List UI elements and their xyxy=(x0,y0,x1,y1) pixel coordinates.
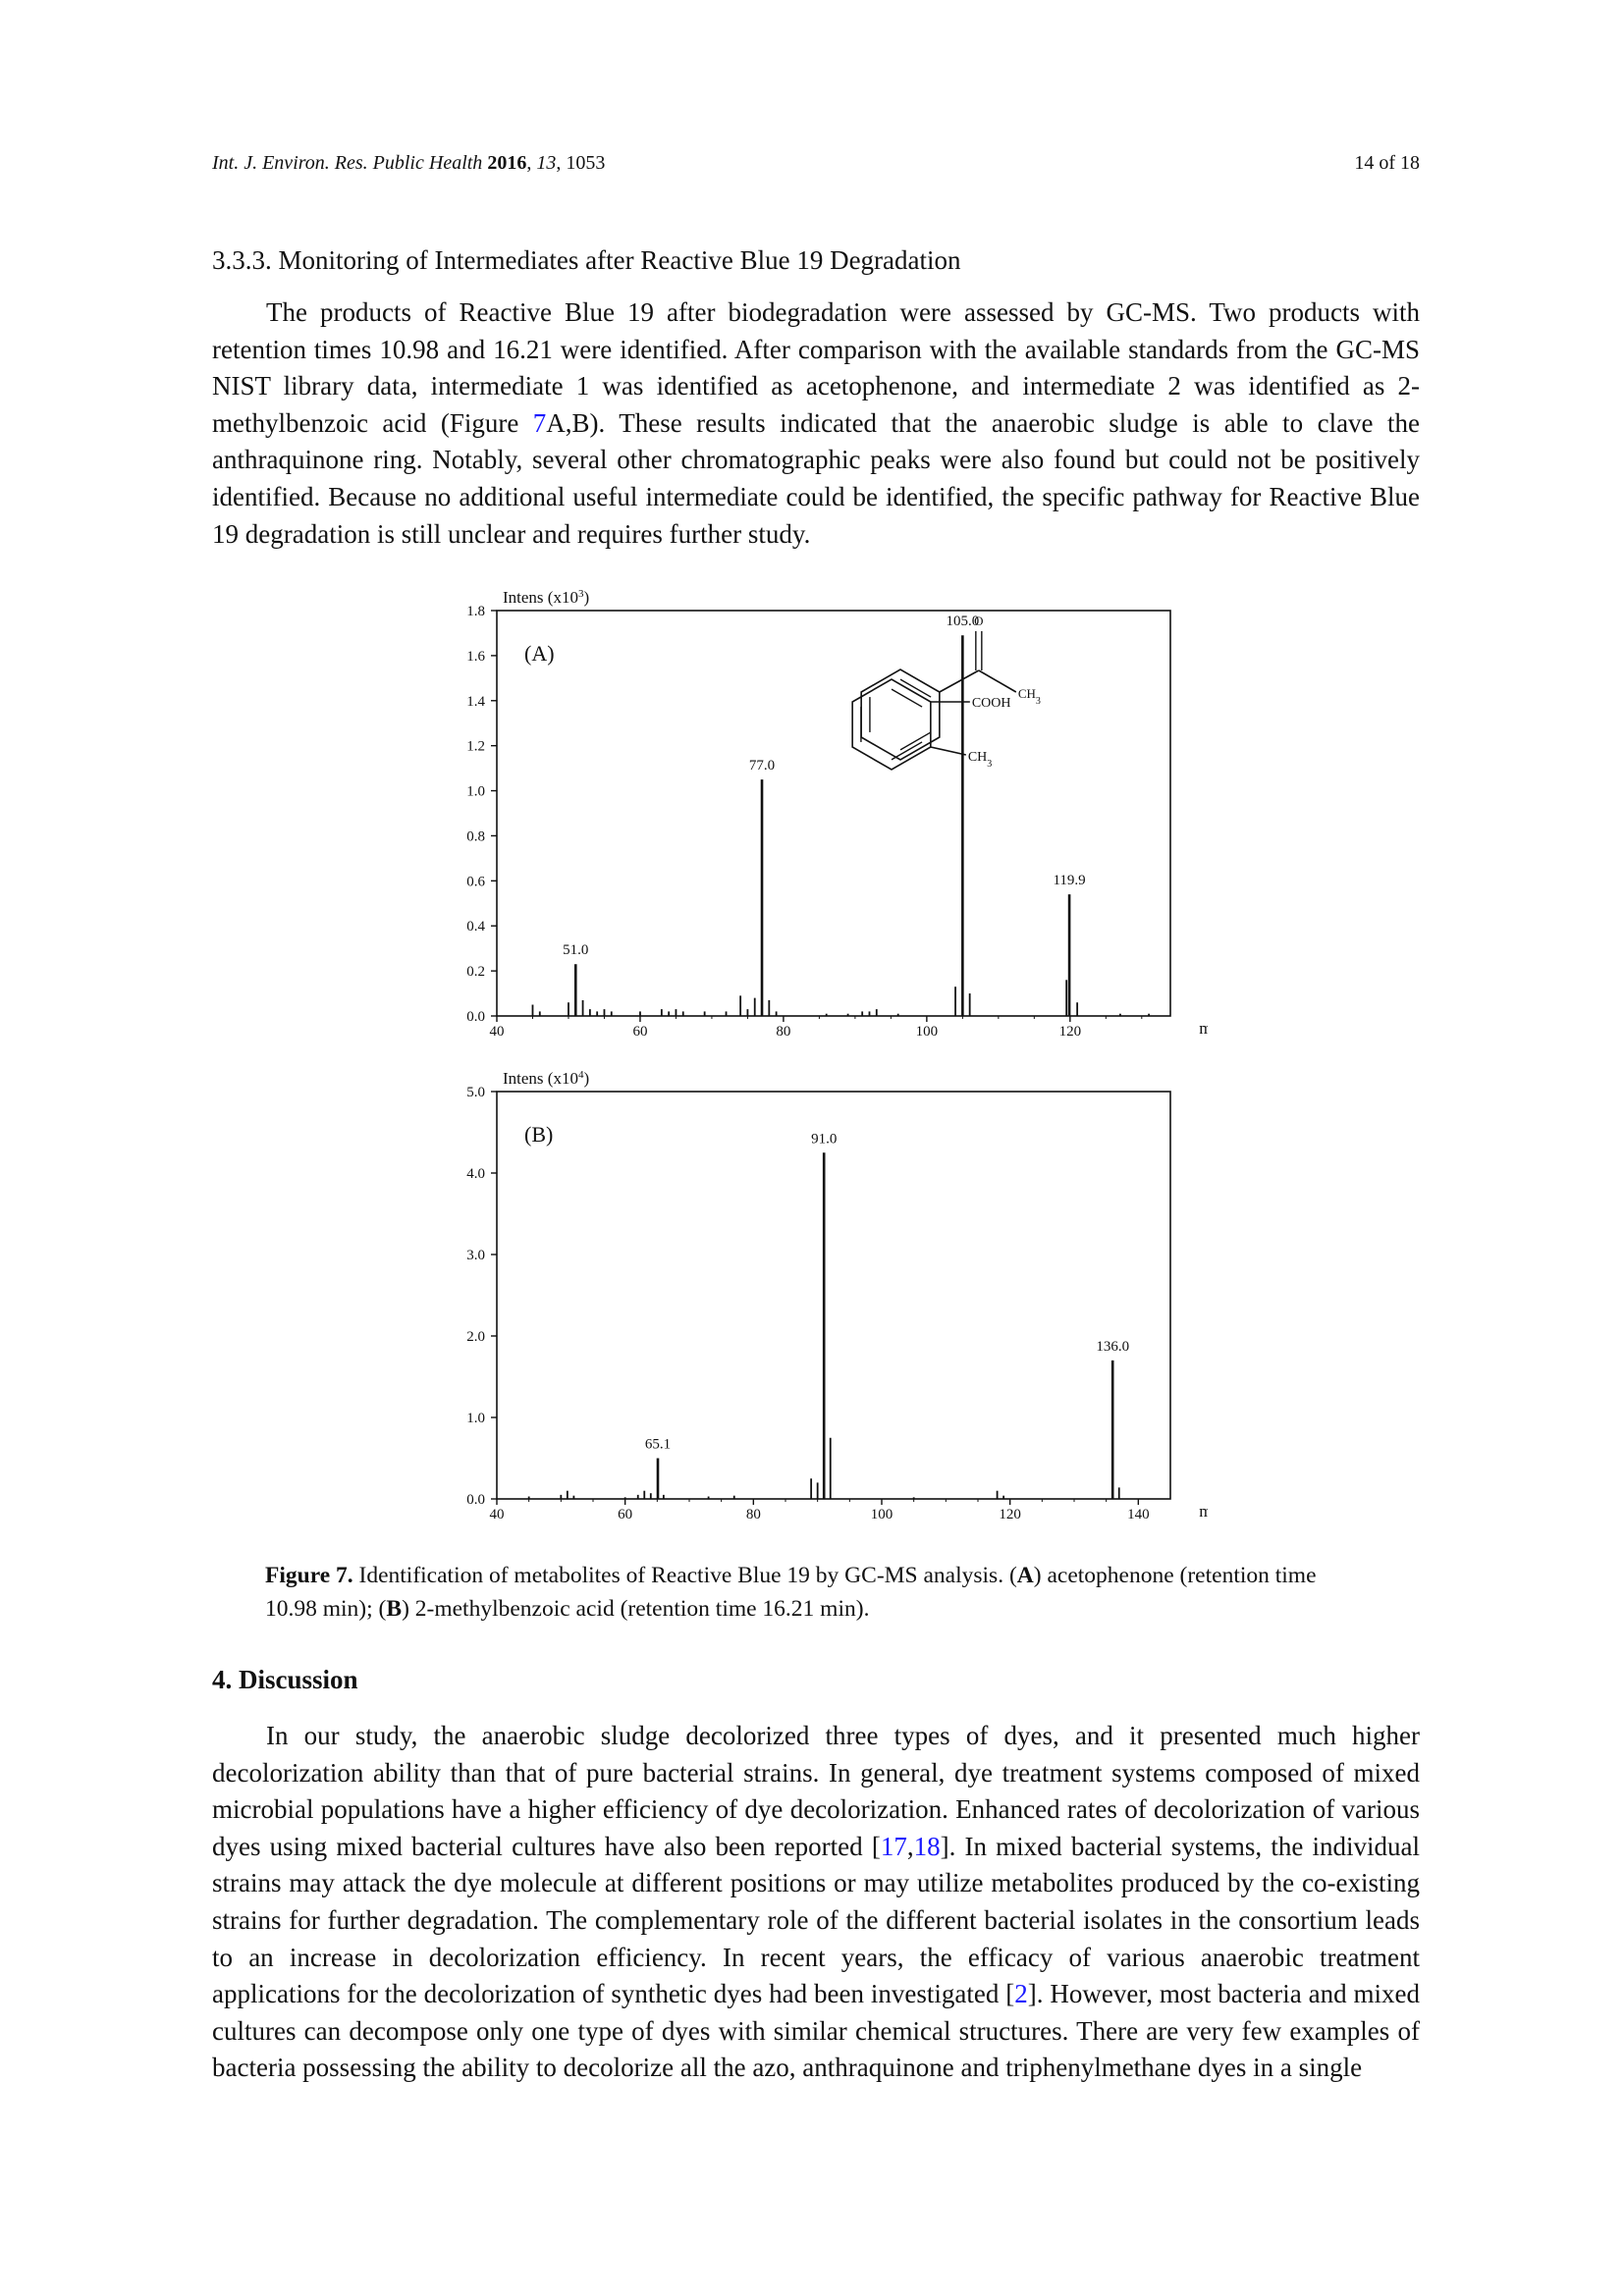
x-tick-label: 100 xyxy=(916,1024,939,1040)
y-tick-label: 4.0 xyxy=(466,1166,485,1182)
figure-link[interactable]: 7 xyxy=(532,407,547,438)
methyl-label: CH3 xyxy=(968,750,992,770)
y-tick-label: 1.2 xyxy=(466,739,485,755)
paragraph-discussion: In our study, the anaerobic sludge decol… xyxy=(212,1718,1420,2087)
x-tick-label: 100 xyxy=(871,1507,893,1522)
figure-7: 0.0 0.2 0.4 0.6 0.8 1.0 1.2 1.4 1.6 1.8 40 60 80 100 1… xyxy=(432,584,1208,1526)
panel-label: (B) xyxy=(524,1122,553,1147)
citation-link[interactable]: 2 xyxy=(1014,1979,1028,2009)
y-axis-label: Intens (x103) xyxy=(503,588,589,607)
running-header: Int. J. Environ. Res. Public Health 2016… xyxy=(212,152,1420,174)
peak-label: 105.0 xyxy=(946,614,979,629)
y-tick-label: 3.0 xyxy=(466,1248,485,1263)
y-tick-label: 1.4 xyxy=(466,694,485,710)
section-heading-discussion: 4. Discussion xyxy=(212,1665,358,1694)
y-tick-label: 2.0 xyxy=(466,1329,485,1345)
double-bond xyxy=(899,731,932,751)
journal-volume: 13 xyxy=(536,152,557,174)
x-tick-label: 40 xyxy=(490,1024,505,1040)
benzene-ring xyxy=(860,668,941,761)
y-tick-label: 1.0 xyxy=(466,784,485,800)
x-tick-label: 40 xyxy=(490,1507,505,1522)
x-tick-label: 80 xyxy=(746,1507,761,1522)
y-tick-label: 5.0 xyxy=(466,1085,485,1100)
article-number: 1053 xyxy=(566,152,606,174)
y-tick-label: 1.6 xyxy=(466,649,485,665)
x-tick-label: 120 xyxy=(999,1507,1021,1522)
citation-link[interactable]: 17 xyxy=(880,1831,907,1861)
x-tick-label: 140 xyxy=(1127,1507,1150,1522)
peak-label: 51.0 xyxy=(563,942,588,958)
y-axis-label: Intens (x104) xyxy=(503,1069,589,1088)
y-axis-exponent: 4 xyxy=(578,1069,584,1081)
methyl-subscript: 3 xyxy=(987,759,992,770)
x-axis-label: m/z xyxy=(1199,1502,1208,1521)
y-axis-label-close: ) xyxy=(583,1069,589,1088)
carboxyl-label: COOH xyxy=(972,696,1011,711)
paragraph-intermediates: The products of Reactive Blue 19 after b… xyxy=(212,294,1420,553)
panel-label: (A) xyxy=(524,641,555,666)
figure-caption: Figure 7. Identification of metabolites … xyxy=(265,1559,1365,1626)
bond xyxy=(930,746,967,756)
caption-text: ) acetophenone (retention time 10.98 min… xyxy=(265,1563,1317,1622)
plot-frame xyxy=(496,1091,1171,1500)
paragraph-text: In our study, the anaerobic sludge decol… xyxy=(212,1721,1420,1861)
paragraph-text: , xyxy=(906,1831,914,1861)
benzene-ring xyxy=(851,678,932,771)
caption-panel-a: A xyxy=(1016,1563,1034,1588)
paragraph-text: A,B). These results indicated that the a… xyxy=(212,407,1420,549)
caption-text: Identification of metabolites of Reactiv… xyxy=(352,1563,1017,1588)
journal-name: Int. J. Environ. Res. Public Health xyxy=(212,152,483,174)
caption-panel-b: B xyxy=(386,1596,403,1622)
y-tick-label: 0.2 xyxy=(466,964,485,980)
double-bond xyxy=(891,741,923,761)
y-tick-label: 0.0 xyxy=(466,1009,485,1025)
y-axis-label-close: ) xyxy=(583,588,589,607)
page-number: 14 of 18 xyxy=(1354,152,1420,174)
y-tick-label: 1.8 xyxy=(466,604,485,619)
y-tick-label: 0.4 xyxy=(466,919,485,934)
caption-text: ) 2-methylbenzoic acid (retention time 1… xyxy=(402,1596,870,1622)
peak-label: 119.9 xyxy=(1053,873,1085,888)
x-tick-label: 120 xyxy=(1059,1024,1082,1040)
x-tick-label: 60 xyxy=(618,1507,632,1522)
double-bond xyxy=(899,678,932,698)
x-axis-label: m/z xyxy=(1199,1019,1208,1038)
x-tick-label: 60 xyxy=(632,1024,647,1040)
oxygen-label: O xyxy=(974,614,983,628)
y-tick-label: 1.0 xyxy=(466,1411,485,1426)
paragraph-text: The products of Reactive Blue 19 after b… xyxy=(212,297,1420,438)
peak-label: 65.1 xyxy=(645,1437,671,1453)
y-axis-exponent: 3 xyxy=(578,588,584,600)
double-bond xyxy=(891,688,923,708)
paragraph-text: ]. In mixed bacterial systems, the indiv… xyxy=(212,1831,1420,2009)
citation-link[interactable]: 18 xyxy=(913,1831,941,1861)
bond xyxy=(939,669,980,693)
journal-year: 2016 xyxy=(487,152,527,174)
x-tick-label: 80 xyxy=(776,1024,790,1040)
caption-label: Figure 7. xyxy=(265,1563,353,1588)
peak-label: 136.0 xyxy=(1096,1339,1129,1355)
plot-frame xyxy=(496,610,1171,1017)
bond xyxy=(978,669,1017,693)
y-tick-label: 0.0 xyxy=(466,1492,485,1508)
peak-label: 77.0 xyxy=(749,758,775,774)
methyl-label: CH3 xyxy=(1018,686,1041,707)
gcms-spectra: 0.0 0.2 0.4 0.6 0.8 1.0 1.2 1.4 1.6 1.8 40 60 80 100 1… xyxy=(466,588,1208,1522)
methyl-subscript: 3 xyxy=(1036,696,1041,707)
paragraph-text: ]. However, most bacteria and mixed cult… xyxy=(212,1979,1420,2083)
subsection-title: 3.3.3. Monitoring of Intermediates after… xyxy=(212,245,961,275)
y-tick-label: 0.8 xyxy=(466,828,485,844)
y-tick-label: 0.6 xyxy=(466,874,485,889)
peak-label: 91.0 xyxy=(811,1131,837,1147)
